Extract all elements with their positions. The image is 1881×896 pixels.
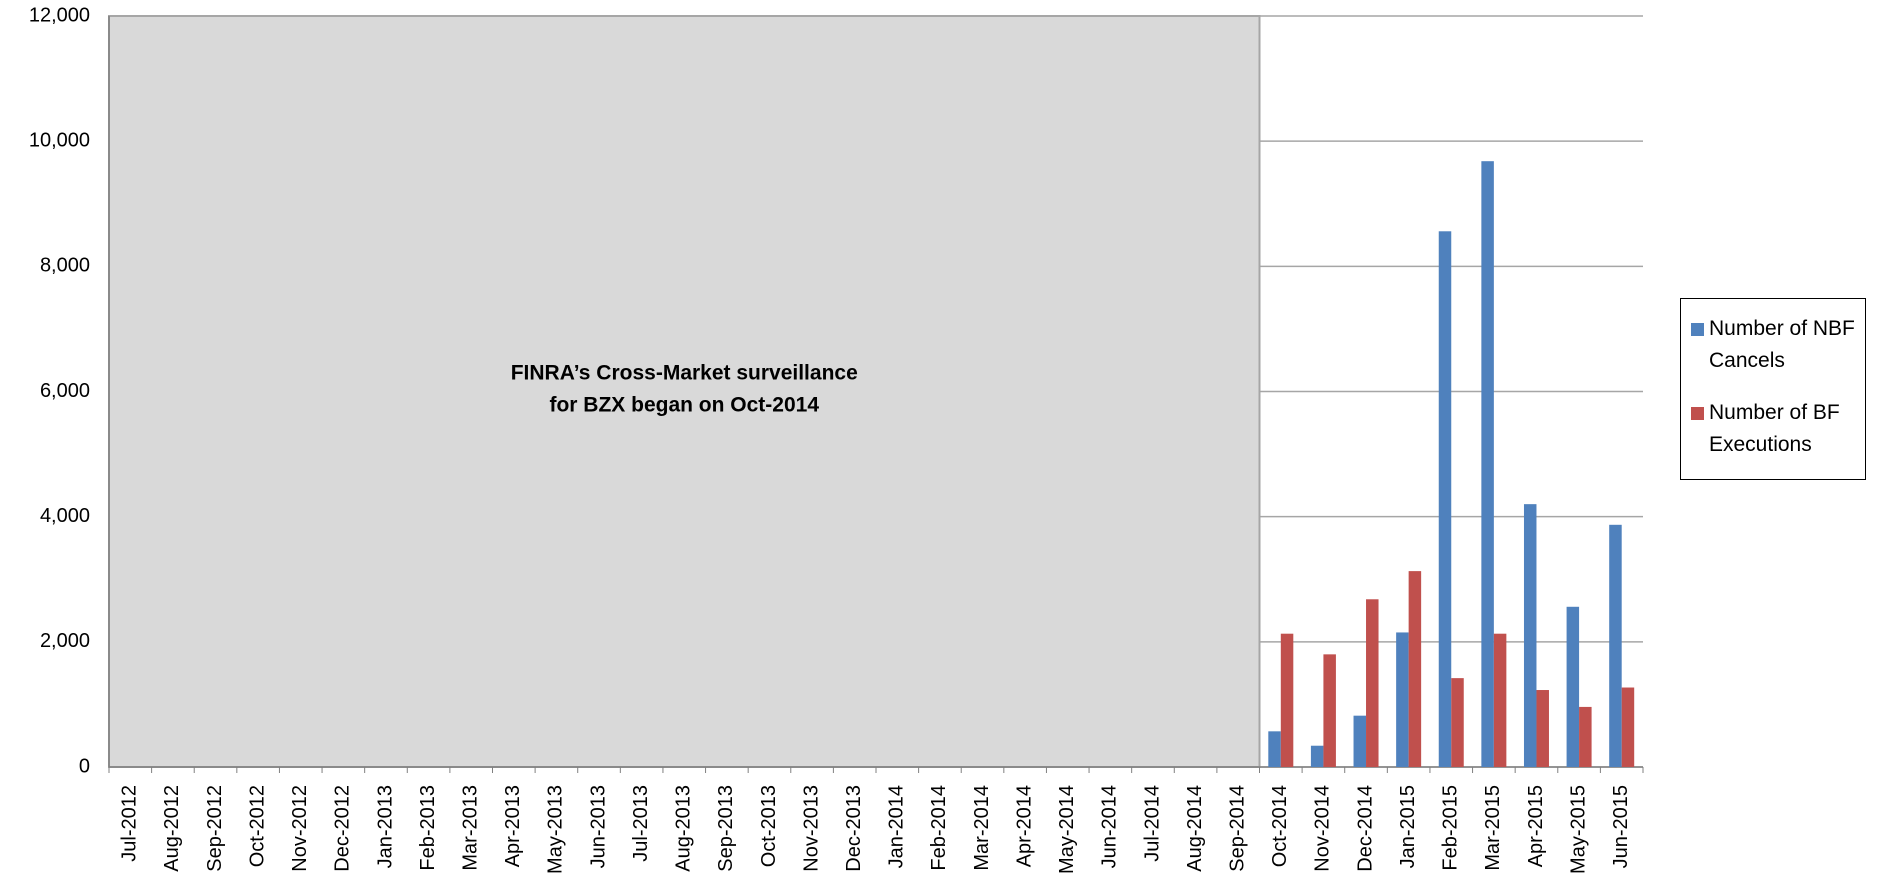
legend-item: Number of NBF Cancels [1691,313,1859,377]
x-tick-label: Jan-2013 [374,785,396,868]
bar [1566,606,1580,767]
y-tick-label: 8,000 [40,255,90,277]
bar [1353,715,1367,767]
bar [1523,504,1537,767]
x-tick-label: Aug-2014 [1184,785,1206,872]
x-tick-label: Feb-2015 [1440,785,1462,871]
x-tick-label: May-2013 [545,785,567,874]
bar [1310,745,1324,767]
x-tick-label: Nov-2013 [800,785,822,872]
y-tick-label: 4,000 [40,505,90,527]
x-tick-label: Jun-2013 [587,785,609,868]
x-tick-label: Aug-2013 [673,785,695,872]
bar [1268,731,1281,767]
x-tick-label: Jan-2014 [886,785,908,868]
y-tick-label: 12,000 [29,4,90,26]
x-tick-label: Sep-2014 [1226,785,1248,872]
x-tick-label: Jul-2014 [1141,785,1163,862]
bar [1579,706,1592,767]
bar [1408,571,1422,767]
y-tick-label: 10,000 [29,129,90,151]
x-tick-label: Oct-2014 [1269,785,1291,867]
x-tick-label: May-2015 [1567,785,1589,874]
y-tick-label: 2,000 [40,630,90,652]
legend-swatch [1691,407,1704,420]
legend-swatch [1691,323,1704,336]
x-tick-label: Jun-2015 [1610,785,1632,868]
x-tick-label: Mar-2014 [971,785,993,871]
legend-label: Number of NBF Cancels [1709,317,1855,372]
bar [1366,599,1379,767]
bar [1621,687,1635,767]
x-tick-label: Feb-2013 [417,785,439,871]
x-tick-label: Mar-2015 [1482,785,1504,871]
annotation: FINRA’s Cross-Market surveillance [511,362,858,385]
x-tick-label: Feb-2014 [928,785,950,871]
x-tick-label: May-2014 [1056,785,1078,874]
bar [1609,524,1622,767]
x-tick-label: Jun-2014 [1099,785,1121,868]
y-tick-label: 6,000 [40,380,90,402]
x-tick-label: Apr-2015 [1525,785,1547,867]
x-tick-label: Dec-2012 [332,785,354,872]
bar [1536,690,1549,767]
x-tick-label: Oct-2012 [246,785,268,867]
legend: Number of NBF Cancels Number of BF Execut… [1680,298,1866,480]
bar [1451,678,1464,767]
x-tick-label: Jan-2015 [1397,785,1419,868]
y-tick-label: 0 [79,755,90,777]
bar [1481,161,1494,767]
x-tick-label: Sep-2012 [204,785,226,872]
legend-label: Number of BF Executions [1709,401,1840,456]
shaded-region [108,15,1261,768]
x-tick-label: Oct-2013 [758,785,780,867]
bar [1438,231,1452,767]
x-tick-label: Dec-2014 [1354,785,1376,872]
x-tick-label: Apr-2014 [1013,785,1035,867]
x-tick-label: Jul-2012 [119,785,141,862]
x-tick-label: Aug-2012 [161,785,183,872]
x-tick-label: Mar-2013 [459,785,481,871]
x-tick-label: Sep-2013 [715,785,737,872]
x-tick-label: Nov-2012 [289,785,311,872]
bar [1493,633,1507,767]
bar [1396,632,1409,767]
bar [1280,633,1294,767]
x-tick-label: Apr-2013 [502,785,524,867]
x-tick-label: Nov-2014 [1312,785,1334,872]
legend-item: Number of BF Executions [1691,397,1859,461]
annotation: for BZX began on Oct-2014 [549,394,819,417]
x-tick-label: Jul-2013 [630,785,652,862]
x-tick-label: Dec-2013 [843,785,865,872]
bar [1323,654,1336,767]
